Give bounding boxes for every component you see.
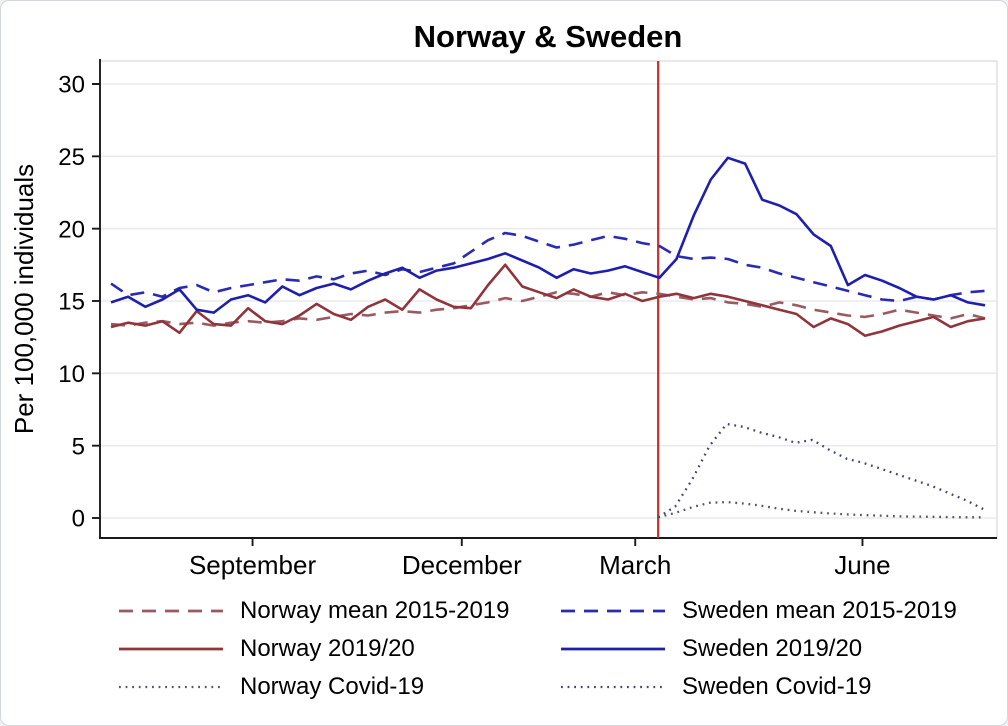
solid-line-swatch-icon (119, 647, 223, 651)
y-tick-label-25: 25 (58, 144, 85, 171)
dashed-line-swatch-icon (119, 609, 223, 613)
series-line-sweden-2019-20 (110, 156, 986, 314)
solid-line-swatch-icon (561, 647, 665, 651)
legend-item-norway-mean: Norway mean 2015-2019 (117, 597, 559, 625)
legend-item-norway-covid: Norway Covid-19 (117, 673, 559, 701)
series-line-sweden-covid-19 (657, 422, 985, 519)
legend-label-sweden-covid: Sweden Covid-19 (682, 673, 872, 700)
legend-label-norway-mean: Norway mean 2015-2019 (240, 597, 510, 624)
y-tick-label-30: 30 (58, 72, 85, 99)
x-tick-label-june: June (834, 550, 890, 580)
x-tick-label-december: December (402, 550, 522, 580)
y-tick-label-20: 20 (58, 216, 85, 243)
legend-item-sweden-mean: Sweden mean 2015-2019 (559, 597, 957, 625)
legend-label-norway-covid: Norway Covid-19 (240, 673, 425, 700)
dotted-line-swatch-icon (561, 685, 665, 689)
chart-title: Norway & Sweden (414, 19, 683, 54)
x-tick-label-september: September (189, 550, 317, 580)
y-tick-label-5: 5 (72, 433, 85, 460)
x-tick-label-march: March (599, 550, 671, 580)
legend-item-sweden-2019-20: Sweden 2019/20 (559, 635, 957, 663)
series-line-sweden-mean-2015-2019 (110, 231, 986, 303)
series-line-norway-covid-19 (657, 500, 984, 519)
legend-label-sweden-2019-20: Sweden 2019/20 (682, 635, 863, 662)
legend-item-sweden-covid: Sweden Covid-19 (559, 673, 957, 701)
legend-label-sweden-mean: Sweden mean 2015-2019 (682, 597, 957, 624)
legend: Norway mean 2015-2019 Sweden mean 2015-2… (117, 592, 957, 706)
dashed-line-swatch-icon (561, 609, 665, 613)
series-line-norway-2019-20 (110, 263, 986, 338)
dotted-line-swatch-icon (119, 685, 223, 689)
y-tick-label-10: 10 (58, 361, 85, 388)
y-tick-label-0: 0 (72, 506, 85, 533)
y-tick-label-15: 15 (58, 289, 85, 316)
y-axis-label: Per 100,000 individuals (9, 164, 39, 434)
legend-label-norway-2019-20: Norway 2019/20 (240, 635, 415, 662)
legend-item-norway-2019-20: Norway 2019/20 (117, 635, 559, 663)
